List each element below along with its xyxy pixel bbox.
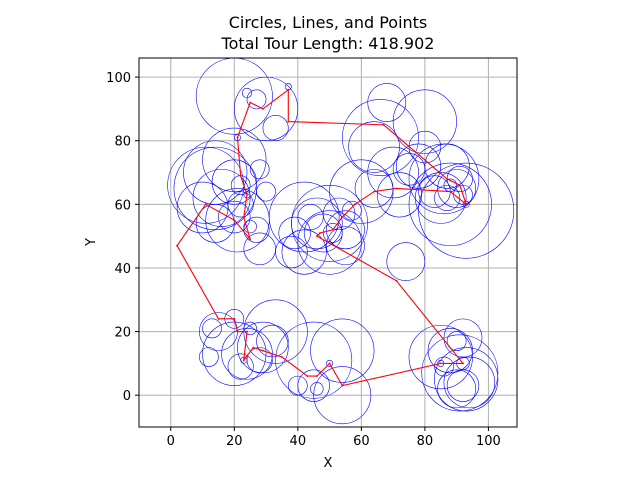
x-tick-label: 20 — [226, 434, 243, 449]
tour-point — [233, 318, 235, 320]
coverage-circle — [387, 243, 425, 281]
y-tick-label: 60 — [114, 198, 131, 213]
tour-point — [246, 331, 248, 333]
coverage-circle — [177, 182, 228, 233]
tour-point — [281, 356, 283, 358]
tour-point — [287, 121, 289, 123]
tour-point — [237, 331, 239, 333]
coverage-circle — [428, 328, 472, 372]
tour-point — [440, 362, 442, 364]
tour-point — [249, 102, 251, 104]
coverage-circle — [250, 160, 269, 179]
tour-point — [262, 108, 264, 110]
tour-point — [449, 191, 451, 193]
y-tick-label: 0 — [123, 389, 131, 404]
coverage-circle — [291, 185, 367, 261]
y-axis-label: Y — [84, 238, 99, 247]
tour-point — [373, 191, 375, 193]
tour-point — [237, 137, 239, 139]
tour-point — [395, 188, 397, 190]
tour-point — [341, 385, 343, 387]
tour-point — [354, 203, 356, 205]
x-tick-label: 40 — [290, 434, 307, 449]
coverage-circle — [368, 83, 406, 121]
tour-point — [252, 347, 254, 349]
x-tick-label: 80 — [417, 434, 434, 449]
tour-point — [262, 350, 264, 352]
x-tick-label: 0 — [167, 434, 175, 449]
coverage-circle — [203, 319, 222, 338]
y-tick-label: 40 — [114, 262, 131, 277]
tour-point — [243, 359, 245, 361]
coverage-circle — [199, 347, 218, 366]
tour-line — [177, 90, 466, 386]
coverage-circle — [263, 115, 288, 140]
coverage-circle — [311, 382, 324, 395]
tour-point — [332, 229, 334, 231]
tour-point — [243, 216, 245, 218]
tour-point — [246, 194, 248, 196]
coverage-circle — [257, 182, 276, 201]
coverage-circle — [434, 185, 459, 210]
circle-series — [168, 58, 514, 424]
tour-series — [176, 89, 467, 387]
tour-point — [205, 203, 207, 205]
coverage-circle — [377, 173, 421, 217]
tour-point — [287, 89, 289, 91]
tour-point — [316, 375, 318, 377]
y-tick-label: 80 — [114, 135, 131, 150]
tour-point — [465, 203, 467, 205]
axis-ticks: 0 20 40 60 80 100 0 20 40 60 80 100 — [106, 71, 501, 449]
y-tick-label: 100 — [106, 71, 131, 86]
x-axis-label: X — [324, 456, 333, 471]
tour-point — [233, 219, 235, 221]
coverage-circle — [323, 223, 342, 242]
coverage-circle — [444, 319, 482, 357]
coverage-circle — [447, 370, 479, 402]
chart-subtitle: Total Tour Length: 418.902 — [221, 34, 435, 53]
tour-point — [459, 184, 461, 186]
chart-title: Circles, Lines, and Points — [229, 13, 428, 32]
tour-point — [316, 235, 318, 237]
tour-point — [341, 216, 343, 218]
coverage-circle — [342, 99, 418, 175]
tour-point — [446, 178, 448, 180]
tour-point — [383, 124, 385, 126]
y-tick-label: 20 — [114, 326, 131, 341]
tour-point — [240, 175, 242, 177]
plot-area — [168, 58, 514, 424]
tour-point — [319, 232, 321, 234]
tour-point — [249, 238, 251, 240]
coverage-circle — [242, 88, 252, 98]
coverage-circle — [228, 354, 253, 379]
tour-point — [329, 362, 331, 364]
coverage-circle — [422, 335, 498, 411]
tour-point — [306, 375, 308, 377]
tour-point — [176, 245, 178, 247]
tour-point — [218, 318, 220, 320]
tour-point — [462, 362, 464, 364]
coverage-circle — [168, 147, 244, 223]
x-tick-label: 100 — [476, 434, 501, 449]
x-tick-label: 60 — [353, 434, 370, 449]
tour-point — [395, 280, 397, 282]
